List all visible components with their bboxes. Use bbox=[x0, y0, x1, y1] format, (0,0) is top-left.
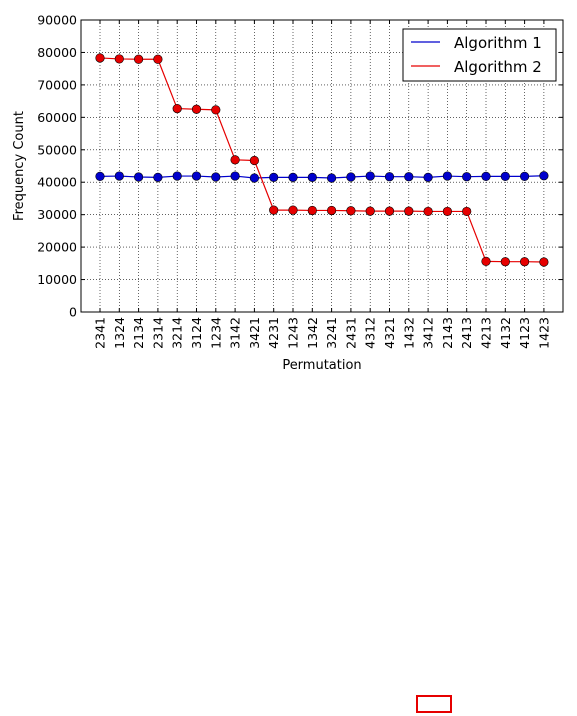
data-point-algorithm-1 bbox=[442, 171, 453, 181]
x-tick-label: 3124 bbox=[189, 317, 204, 349]
data-point-algorithm-2 bbox=[481, 256, 491, 266]
y-tick-label: 50000 bbox=[37, 142, 77, 157]
legend-box bbox=[402, 28, 557, 82]
data-point-algorithm-2 bbox=[134, 54, 144, 64]
x-tick-label: 4231 bbox=[266, 317, 281, 349]
plot-area bbox=[95, 53, 549, 267]
data-point-algorithm-2 bbox=[384, 206, 395, 216]
x-tick-label: 1423 bbox=[536, 317, 551, 349]
x-tick-label: 3421 bbox=[247, 317, 262, 349]
data-point-algorithm-1 bbox=[346, 172, 356, 182]
x-tick-label: 1234 bbox=[208, 317, 223, 349]
data-point-algorithm-2 bbox=[346, 206, 356, 216]
x-axis-label: Permutation bbox=[282, 358, 361, 373]
x-tick-label: 1324 bbox=[112, 317, 127, 349]
data-point-algorithm-1 bbox=[114, 171, 124, 181]
y-axis: 0 10000 20000 30000 40000 50000 60000 70000 8000… bbox=[37, 13, 563, 320]
x-tick-label: 2314 bbox=[150, 317, 165, 349]
y-axis-label: Frequency Count bbox=[12, 111, 27, 221]
data-point-algorithm-1 bbox=[153, 172, 163, 182]
data-point-algorithm-2 bbox=[114, 54, 124, 64]
data-point-algorithm-1 bbox=[519, 171, 530, 181]
data-point-algorithm-2 bbox=[539, 257, 549, 267]
x-tick-label: 1243 bbox=[286, 317, 301, 349]
y-tick-label: 80000 bbox=[37, 45, 77, 60]
data-point-algorithm-2 bbox=[500, 257, 510, 267]
x-tick-label: 3241 bbox=[324, 317, 339, 349]
data-point-algorithm-2 bbox=[211, 105, 221, 115]
data-point-algorithm-2 bbox=[365, 206, 375, 216]
y-tick-label: 20000 bbox=[37, 240, 77, 255]
data-point-algorithm-2 bbox=[288, 205, 298, 215]
data-point-algorithm-1 bbox=[462, 172, 472, 182]
y-tick-label: 40000 bbox=[37, 175, 77, 190]
data-point-algorithm-1 bbox=[327, 173, 337, 183]
data-point-algorithm-1 bbox=[269, 172, 279, 182]
data-point-algorithm-1 bbox=[384, 172, 395, 182]
y-tick-label: 0 bbox=[69, 305, 77, 320]
data-point-algorithm-1 bbox=[230, 171, 240, 181]
data-point-algorithm-1 bbox=[191, 171, 202, 181]
data-point-algorithm-2 bbox=[307, 205, 317, 216]
x-tick-label: 4321 bbox=[382, 317, 397, 349]
data-point-algorithm-2 bbox=[404, 206, 414, 216]
x-tick-label: 2431 bbox=[343, 317, 358, 349]
x-tick-label: 4213 bbox=[479, 317, 494, 349]
data-point-algorithm-1 bbox=[365, 171, 375, 181]
series-line-algorithm-2 bbox=[99, 57, 544, 263]
x-tick-label: 3412 bbox=[421, 317, 436, 349]
data-point-algorithm-1 bbox=[423, 172, 433, 182]
data-point-algorithm-1 bbox=[481, 171, 491, 181]
series-line-algorithm-1 bbox=[99, 175, 544, 179]
x-tick-label: 1342 bbox=[305, 317, 320, 349]
data-point-algorithm-2 bbox=[269, 205, 279, 215]
data-point-algorithm-2 bbox=[423, 206, 433, 217]
plot-frame bbox=[80, 19, 564, 313]
x-tick-label: 3214 bbox=[170, 317, 185, 349]
legend-label-algorithm-2: Algorithm 2 bbox=[454, 58, 542, 76]
y-tick-label: 90000 bbox=[37, 13, 77, 28]
data-point-algorithm-1 bbox=[288, 172, 298, 182]
x-tick-label: 2413 bbox=[459, 317, 474, 349]
x-tick-label: 2341 bbox=[93, 317, 108, 349]
x-tick-label: 2143 bbox=[440, 317, 455, 349]
data-point-algorithm-2 bbox=[249, 155, 259, 166]
data-point-algorithm-1 bbox=[307, 172, 317, 182]
x-tick-label: 4123 bbox=[517, 317, 532, 349]
y-tick-label: 30000 bbox=[37, 207, 77, 222]
y-tick-label: 60000 bbox=[37, 110, 77, 125]
legend: Algorithm 1 Algorithm 2 bbox=[402, 28, 557, 82]
data-point-algorithm-1 bbox=[95, 171, 105, 181]
data-point-algorithm-2 bbox=[442, 206, 453, 217]
data-point-algorithm-1 bbox=[500, 171, 510, 181]
data-point-algorithm-2 bbox=[153, 54, 163, 64]
legend-label-algorithm-1: Algorithm 1 bbox=[454, 34, 542, 52]
x-tick-label: 1432 bbox=[401, 317, 416, 349]
data-point-algorithm-1 bbox=[211, 172, 221, 182]
data-point-algorithm-2 bbox=[462, 206, 472, 217]
data-point-algorithm-1 bbox=[539, 171, 549, 181]
data-point-algorithm-1 bbox=[404, 172, 414, 182]
y-tick-label: 10000 bbox=[37, 272, 77, 287]
x-tick-label: 2134 bbox=[131, 317, 146, 349]
data-point-algorithm-2 bbox=[230, 155, 240, 165]
x-tick-label: 4312 bbox=[363, 317, 378, 349]
data-point-algorithm-2 bbox=[95, 53, 105, 63]
data-point-algorithm-1 bbox=[134, 172, 144, 182]
x-axis: 2341 1324 2134 2314 3214 3124 1234 3142 3421 4231… bbox=[93, 20, 551, 349]
data-point-algorithm-2 bbox=[172, 103, 182, 114]
data-point-algorithm-1 bbox=[172, 171, 182, 181]
data-point-algorithm-2 bbox=[327, 205, 337, 216]
red-outline-box bbox=[416, 695, 452, 713]
x-tick-label: 4132 bbox=[498, 317, 513, 349]
y-tick-label: 70000 bbox=[37, 77, 77, 92]
data-point-algorithm-2 bbox=[191, 104, 202, 114]
data-point-algorithm-2 bbox=[519, 257, 530, 267]
x-tick-label: 3142 bbox=[228, 317, 243, 349]
data-point-algorithm-1 bbox=[249, 173, 259, 183]
